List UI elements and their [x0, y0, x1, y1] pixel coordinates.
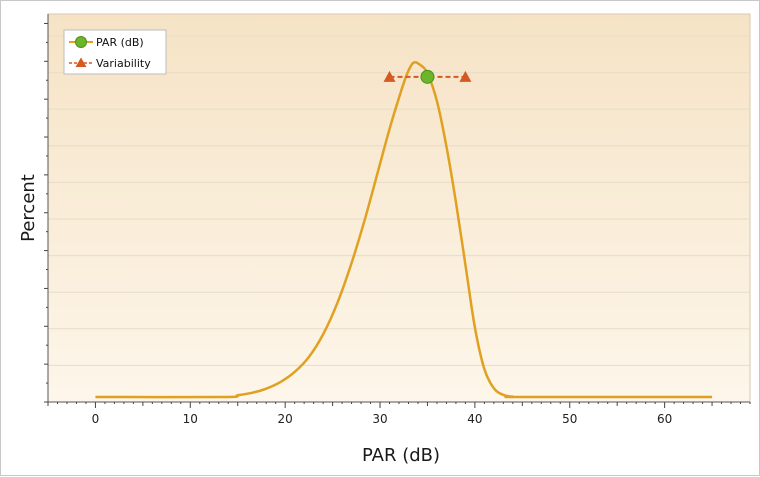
- y-axis-title: Percent: [18, 174, 39, 242]
- legend: PAR (dB) Variability: [63, 29, 167, 75]
- x-tick-label: 50: [562, 412, 577, 426]
- x-axis: 0 10 20 30 40 50 60: [47, 401, 751, 426]
- series-layer: [95, 60, 713, 399]
- variability-marker: [459, 70, 472, 82]
- x-tick-label: 10: [183, 412, 198, 426]
- x-axis-title: PAR (dB): [362, 445, 440, 466]
- par-marker-point: [420, 69, 435, 84]
- x-tick-label: 60: [657, 412, 672, 426]
- legend-label-variability: Variability: [96, 57, 151, 70]
- y-axis-ticks: [44, 14, 49, 403]
- x-tick-label: 30: [372, 412, 387, 426]
- legend-par-marker: [75, 36, 87, 48]
- x-tick-label: 20: [278, 412, 293, 426]
- legend-label-par: PAR (dB): [96, 36, 144, 49]
- variability-marker: [383, 70, 396, 82]
- x-tick-label: 0: [92, 412, 100, 426]
- plot-area: [47, 13, 751, 403]
- x-tick-label: 40: [467, 412, 482, 426]
- legend-variability-marker: [75, 57, 87, 67]
- series-par-curve: [95, 60, 713, 399]
